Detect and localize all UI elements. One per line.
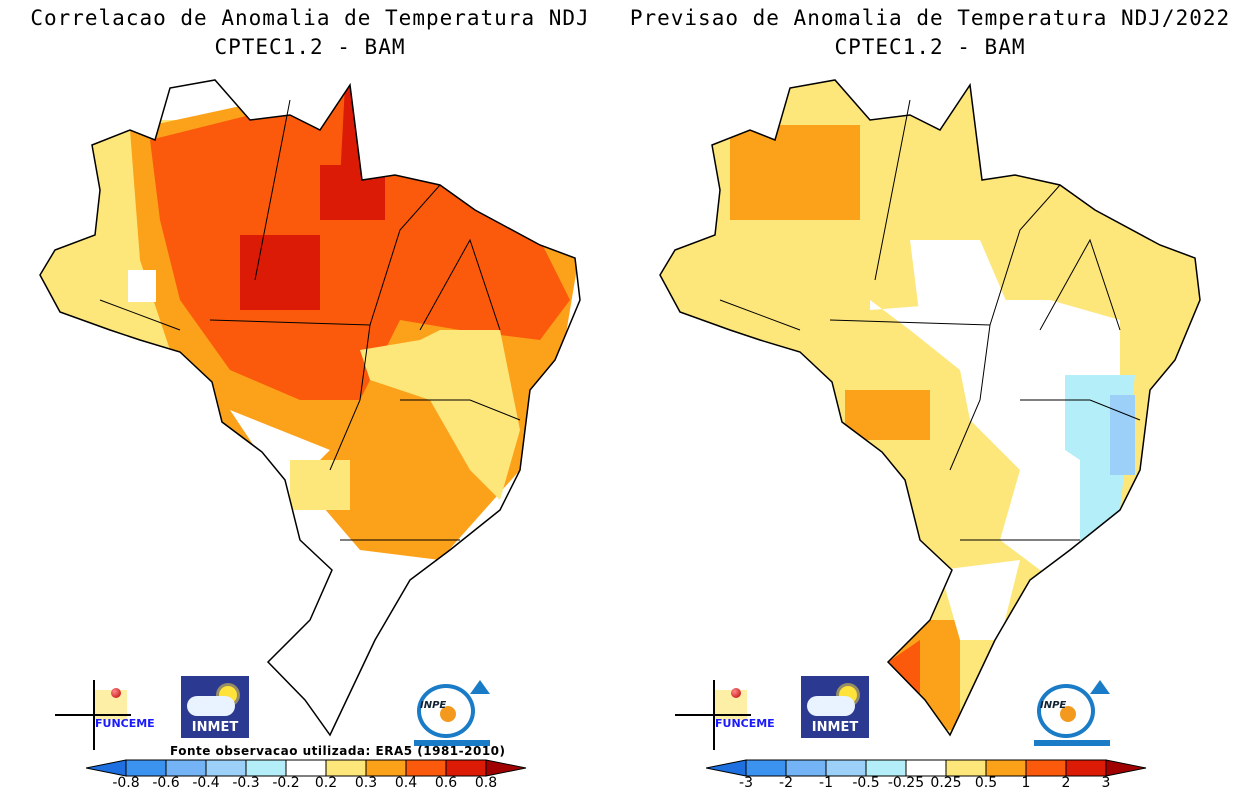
colorbar-swatch — [125, 759, 167, 777]
region-0.4-0.6 — [150, 90, 570, 400]
inpe-logo: INPE — [412, 680, 492, 746]
colorbar-tick-label: -0.3 — [232, 775, 260, 791]
colorbar-ticks: -0.8 -0.6 -0.4 -0.3 -0.2 0.2 0.3 0.4 0.6 0.8 — [0, 775, 620, 795]
colorbar-swatch — [405, 759, 447, 777]
inpe-logo: INPE — [1032, 680, 1112, 746]
colorbar-tick-label: 1 — [1021, 775, 1031, 791]
colorbar — [706, 759, 1147, 777]
colorbar-low-arrow — [706, 759, 747, 777]
forecast-map — [659, 79, 1201, 736]
panel-title: Previsao de Anomalia de Temperatura NDJ/… — [629, 6, 1231, 59]
colorbar-tick-label: -0.4 — [192, 775, 220, 791]
colorbar-tick-label: -3 — [739, 775, 753, 791]
colorbar-swatch — [165, 759, 207, 777]
colorbar-tick-label: 0.3 — [354, 775, 378, 791]
funceme-logo: FUNCEME — [675, 680, 775, 750]
colorbar-tick-label: 0.4 — [394, 775, 418, 791]
colorbar-tick-label: 0.25 — [930, 775, 962, 791]
colorbar-high-arrow — [485, 759, 527, 777]
funceme-logo: FUNCEME — [55, 680, 155, 750]
colorbar-swatch — [1025, 759, 1067, 777]
colorbar-tick-label: 0.6 — [434, 775, 458, 791]
colorbar-tick-label: -0.6 — [152, 775, 180, 791]
colorbar-swatch — [785, 759, 827, 777]
colorbar-tick-label: -1 — [819, 775, 833, 791]
colorbar-tick-label: -0.5 — [852, 775, 880, 791]
correlation-panel: Correlacao de Anomalia de Temperatura ND… — [0, 6, 620, 795]
region-0.6-0.8 — [240, 235, 320, 310]
colorbar-swatch — [285, 759, 327, 777]
colorbar-tick-label: 0.2 — [314, 775, 338, 791]
colorbar-swatch — [905, 759, 947, 777]
colorbar-swatch — [205, 759, 247, 777]
colorbar-swatch — [985, 759, 1027, 777]
colorbar — [86, 759, 527, 777]
colorbar-tick-label: 2 — [1061, 775, 1071, 791]
colorbar-tick-label: 0.8 — [474, 775, 498, 791]
colorbar-swatch — [865, 759, 907, 777]
colorbar-tick-label: -0.8 — [112, 775, 140, 791]
colorbar-tick-label: 3 — [1101, 775, 1111, 791]
colorbar-swatch — [745, 759, 787, 777]
forecast-panel: Previsao de Anomalia de Temperatura NDJ/… — [620, 0, 1240, 802]
colorbar-ticks: -3 -2 -1 -0.5 -0.25 0.25 0.5 1 2 3 — [620, 775, 1240, 795]
correlation-map — [39, 79, 581, 736]
colorbar-swatch — [365, 759, 407, 777]
colorbar-swatch — [325, 759, 367, 777]
colorbar-swatch — [445, 759, 487, 777]
inmet-logo: INMET — [181, 676, 249, 738]
colorbar-high-arrow — [1105, 759, 1147, 777]
source-note: Fonte observacao utilizada: ERA5 (1981-2… — [170, 744, 506, 758]
colorbar-tick-label: -0.2 — [272, 775, 300, 791]
colorbar-tick-label: 0.5 — [974, 775, 998, 791]
inmet-logo: INMET — [801, 676, 869, 738]
colorbar-swatch — [945, 759, 987, 777]
panel-title: Correlacao de Anomalia de Temperatura ND… — [30, 6, 590, 59]
colorbar-swatch — [245, 759, 287, 777]
region-0.5-1 — [730, 125, 860, 220]
colorbar-swatch — [1065, 759, 1107, 777]
colorbar-tick-label: -0.25 — [887, 775, 925, 791]
colorbar-swatch — [825, 759, 867, 777]
colorbar-low-arrow — [86, 759, 127, 777]
colorbar-tick-label: -2 — [779, 775, 793, 791]
